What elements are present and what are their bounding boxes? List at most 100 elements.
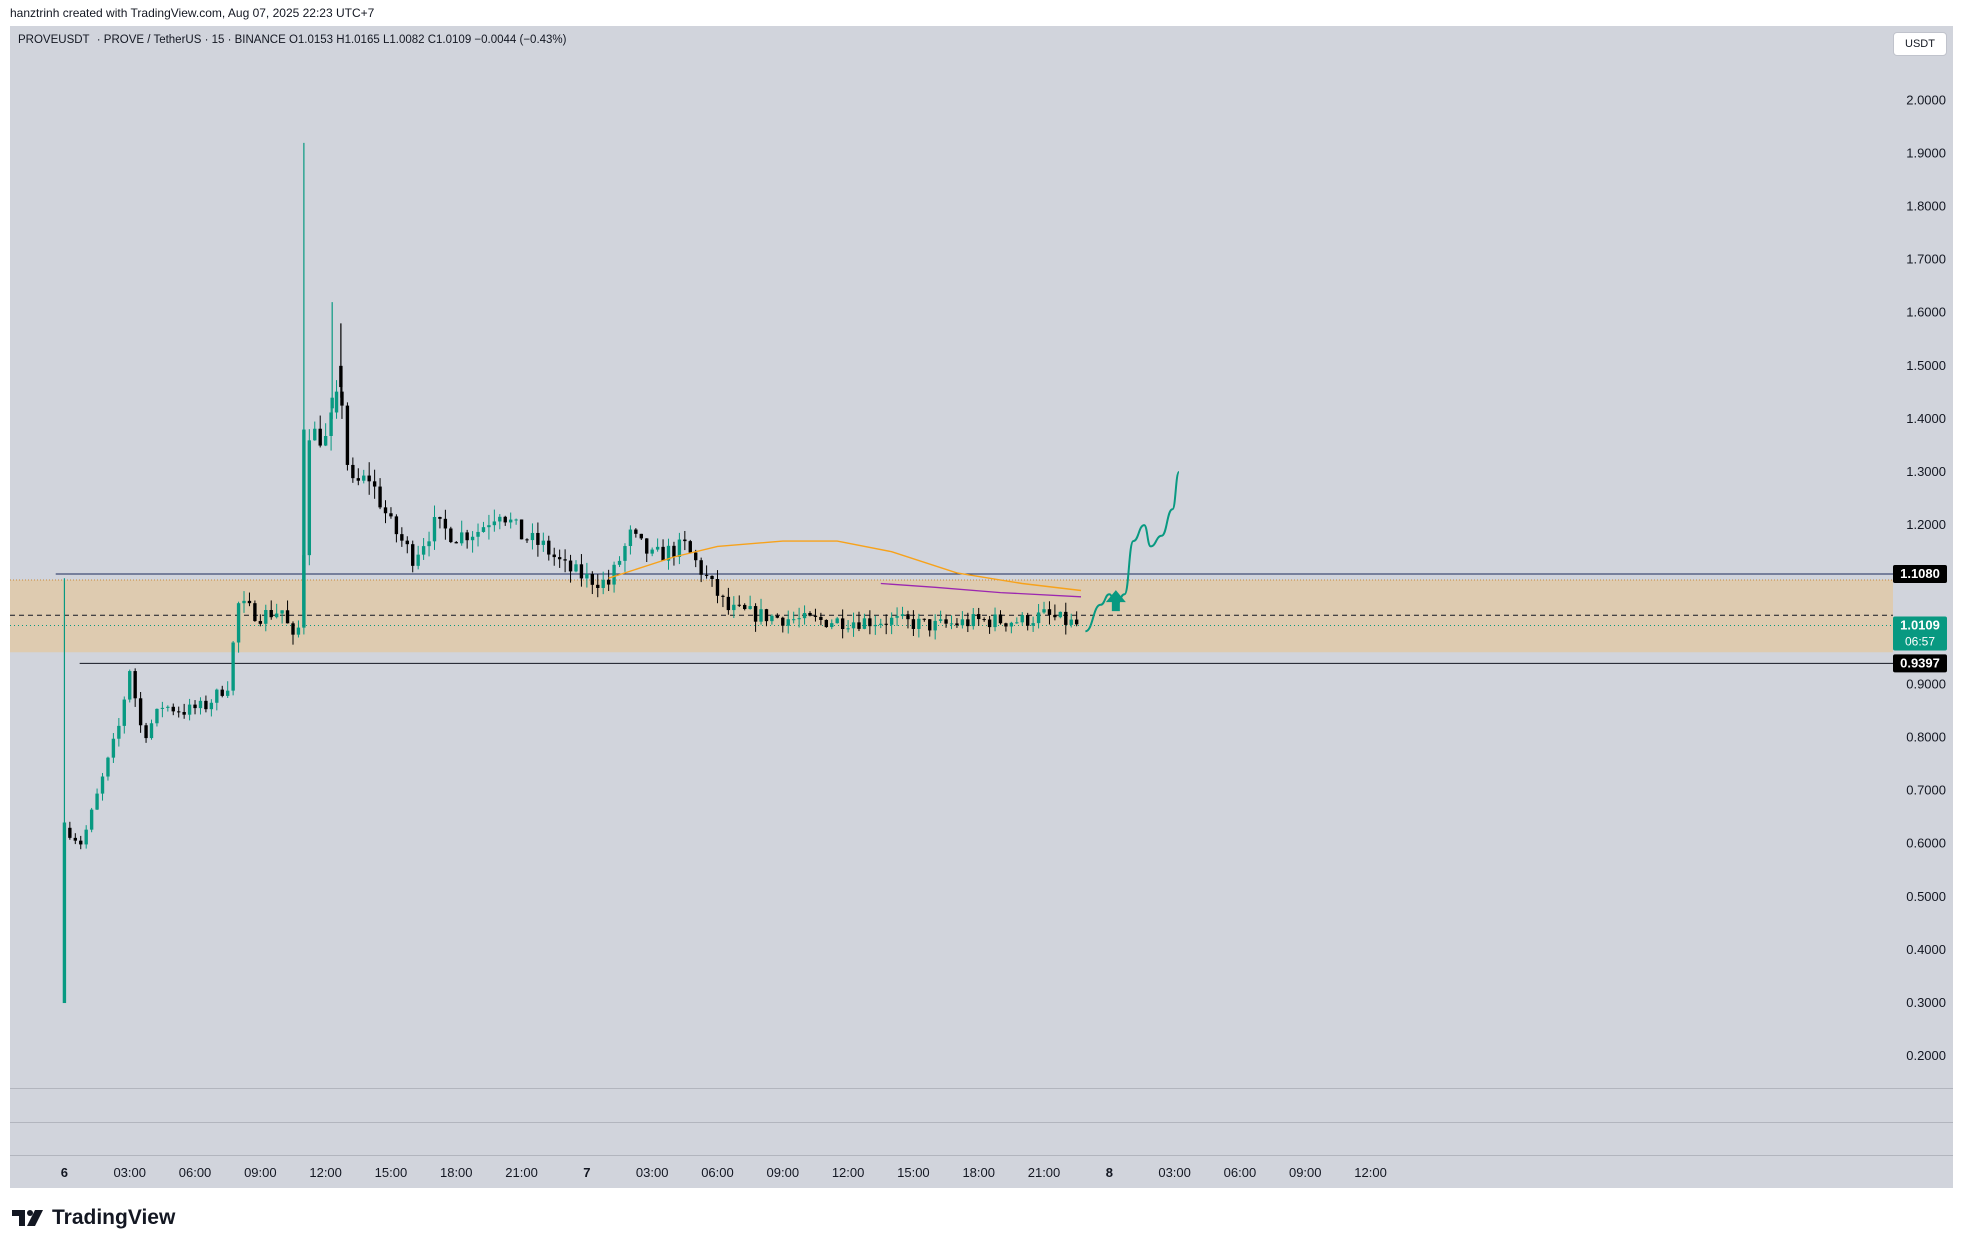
- pane-separator-2[interactable]: [10, 1122, 1953, 1123]
- candle-body: [1042, 609, 1046, 613]
- candle-body: [351, 464, 355, 479]
- candle-body: [296, 627, 301, 635]
- candle-body: [460, 532, 464, 544]
- candle: [100, 772, 105, 801]
- candle: [236, 601, 241, 653]
- candle-body: [160, 707, 165, 709]
- candle: [149, 719, 154, 740]
- candle-body: [753, 606, 758, 622]
- candle-body: [971, 614, 975, 627]
- candle: [1047, 601, 1052, 625]
- candle-body: [487, 525, 491, 528]
- candle-body: [133, 671, 137, 699]
- candle-body: [182, 711, 186, 715]
- candle-body: [1047, 609, 1052, 615]
- legend-close: C1.0109: [427, 34, 472, 46]
- candle-body: [307, 440, 312, 556]
- candle-body: [128, 671, 132, 700]
- candle-body: [547, 540, 551, 555]
- indicators-layer: [608, 540, 1082, 598]
- price-tick-label: 1.7000: [1906, 252, 1946, 267]
- support-price-label: 0.9397: [1893, 654, 1947, 673]
- candle: [960, 611, 965, 629]
- legend-symbol[interactable]: PROVEUSDT: [18, 34, 90, 46]
- candle-body: [612, 564, 616, 585]
- candle-body: [231, 642, 235, 691]
- key-candle: [302, 142, 306, 621]
- candle-body: [253, 603, 257, 622]
- projection-path: [1085, 471, 1180, 633]
- candle-body: [977, 614, 981, 620]
- price-tick-label: 0.3000: [1906, 995, 1946, 1010]
- candle-body: [274, 613, 279, 618]
- candle-body: [917, 618, 921, 629]
- candle-body: [639, 533, 643, 539]
- candle: [117, 718, 121, 747]
- candle-body: [813, 615, 818, 617]
- candle-body: [1058, 611, 1063, 618]
- candle-body: [525, 539, 529, 541]
- time-tick-label: 8: [1106, 1165, 1113, 1180]
- candle-body: [226, 690, 230, 696]
- candle: [351, 457, 355, 483]
- candle: [590, 571, 595, 595]
- candle-body: [851, 622, 856, 629]
- candle-body: [340, 391, 344, 406]
- candle: [187, 698, 192, 721]
- candle: [1064, 602, 1068, 635]
- candle: [394, 514, 399, 543]
- candle: [421, 538, 426, 560]
- candle: [688, 539, 692, 554]
- last-price-label-text: 1.0109: [1900, 618, 1940, 633]
- candle-body: [911, 619, 916, 629]
- candle-body: [236, 603, 241, 643]
- candle: [166, 705, 170, 712]
- candle-body: [367, 475, 371, 482]
- pane-separator[interactable]: [10, 1088, 1953, 1089]
- candle: [568, 554, 573, 583]
- price-tick-label: 1.2000: [1906, 517, 1946, 532]
- candle-body: [699, 560, 703, 575]
- candle: [710, 575, 714, 587]
- candle-body: [759, 609, 763, 622]
- candle: [1074, 611, 1079, 627]
- candle-body: [617, 560, 622, 565]
- price-tick-label: 0.5000: [1906, 889, 1946, 904]
- time-tick-label: 15:00: [375, 1165, 408, 1180]
- candle: [400, 527, 404, 547]
- candle-body: [764, 609, 769, 622]
- candle-body: [666, 545, 671, 561]
- candle-body: [645, 538, 649, 554]
- candle: [900, 606, 905, 620]
- candle-body: [628, 529, 633, 547]
- candle-body: [579, 564, 584, 579]
- tradingview-logo[interactable]: TradingView: [12, 1206, 175, 1230]
- candle: [269, 600, 273, 620]
- candle-body: [362, 475, 366, 481]
- candle: [666, 538, 671, 570]
- candle: [280, 610, 284, 624]
- candle-body: [781, 617, 785, 626]
- candle: [721, 594, 725, 608]
- candle: [547, 535, 551, 561]
- candle-body: [606, 579, 611, 585]
- candle: [650, 547, 654, 557]
- purple-moving-average: [880, 582, 1082, 598]
- time-tick-label: 12:00: [309, 1165, 342, 1180]
- candle-body: [710, 575, 714, 580]
- candle: [987, 615, 992, 634]
- candle-body: [906, 614, 910, 620]
- candle: [454, 541, 458, 544]
- candle-body: [748, 606, 752, 610]
- candle-body: [149, 723, 154, 739]
- currency-button[interactable]: USDT: [1893, 32, 1947, 56]
- candle-body: [79, 840, 83, 845]
- candle: [683, 530, 687, 551]
- candle-body: [802, 613, 807, 619]
- candle: [851, 612, 856, 637]
- candle-body: [111, 738, 116, 758]
- candle-body: [884, 623, 888, 625]
- candle-body: [552, 554, 556, 558]
- candle-body: [313, 428, 317, 441]
